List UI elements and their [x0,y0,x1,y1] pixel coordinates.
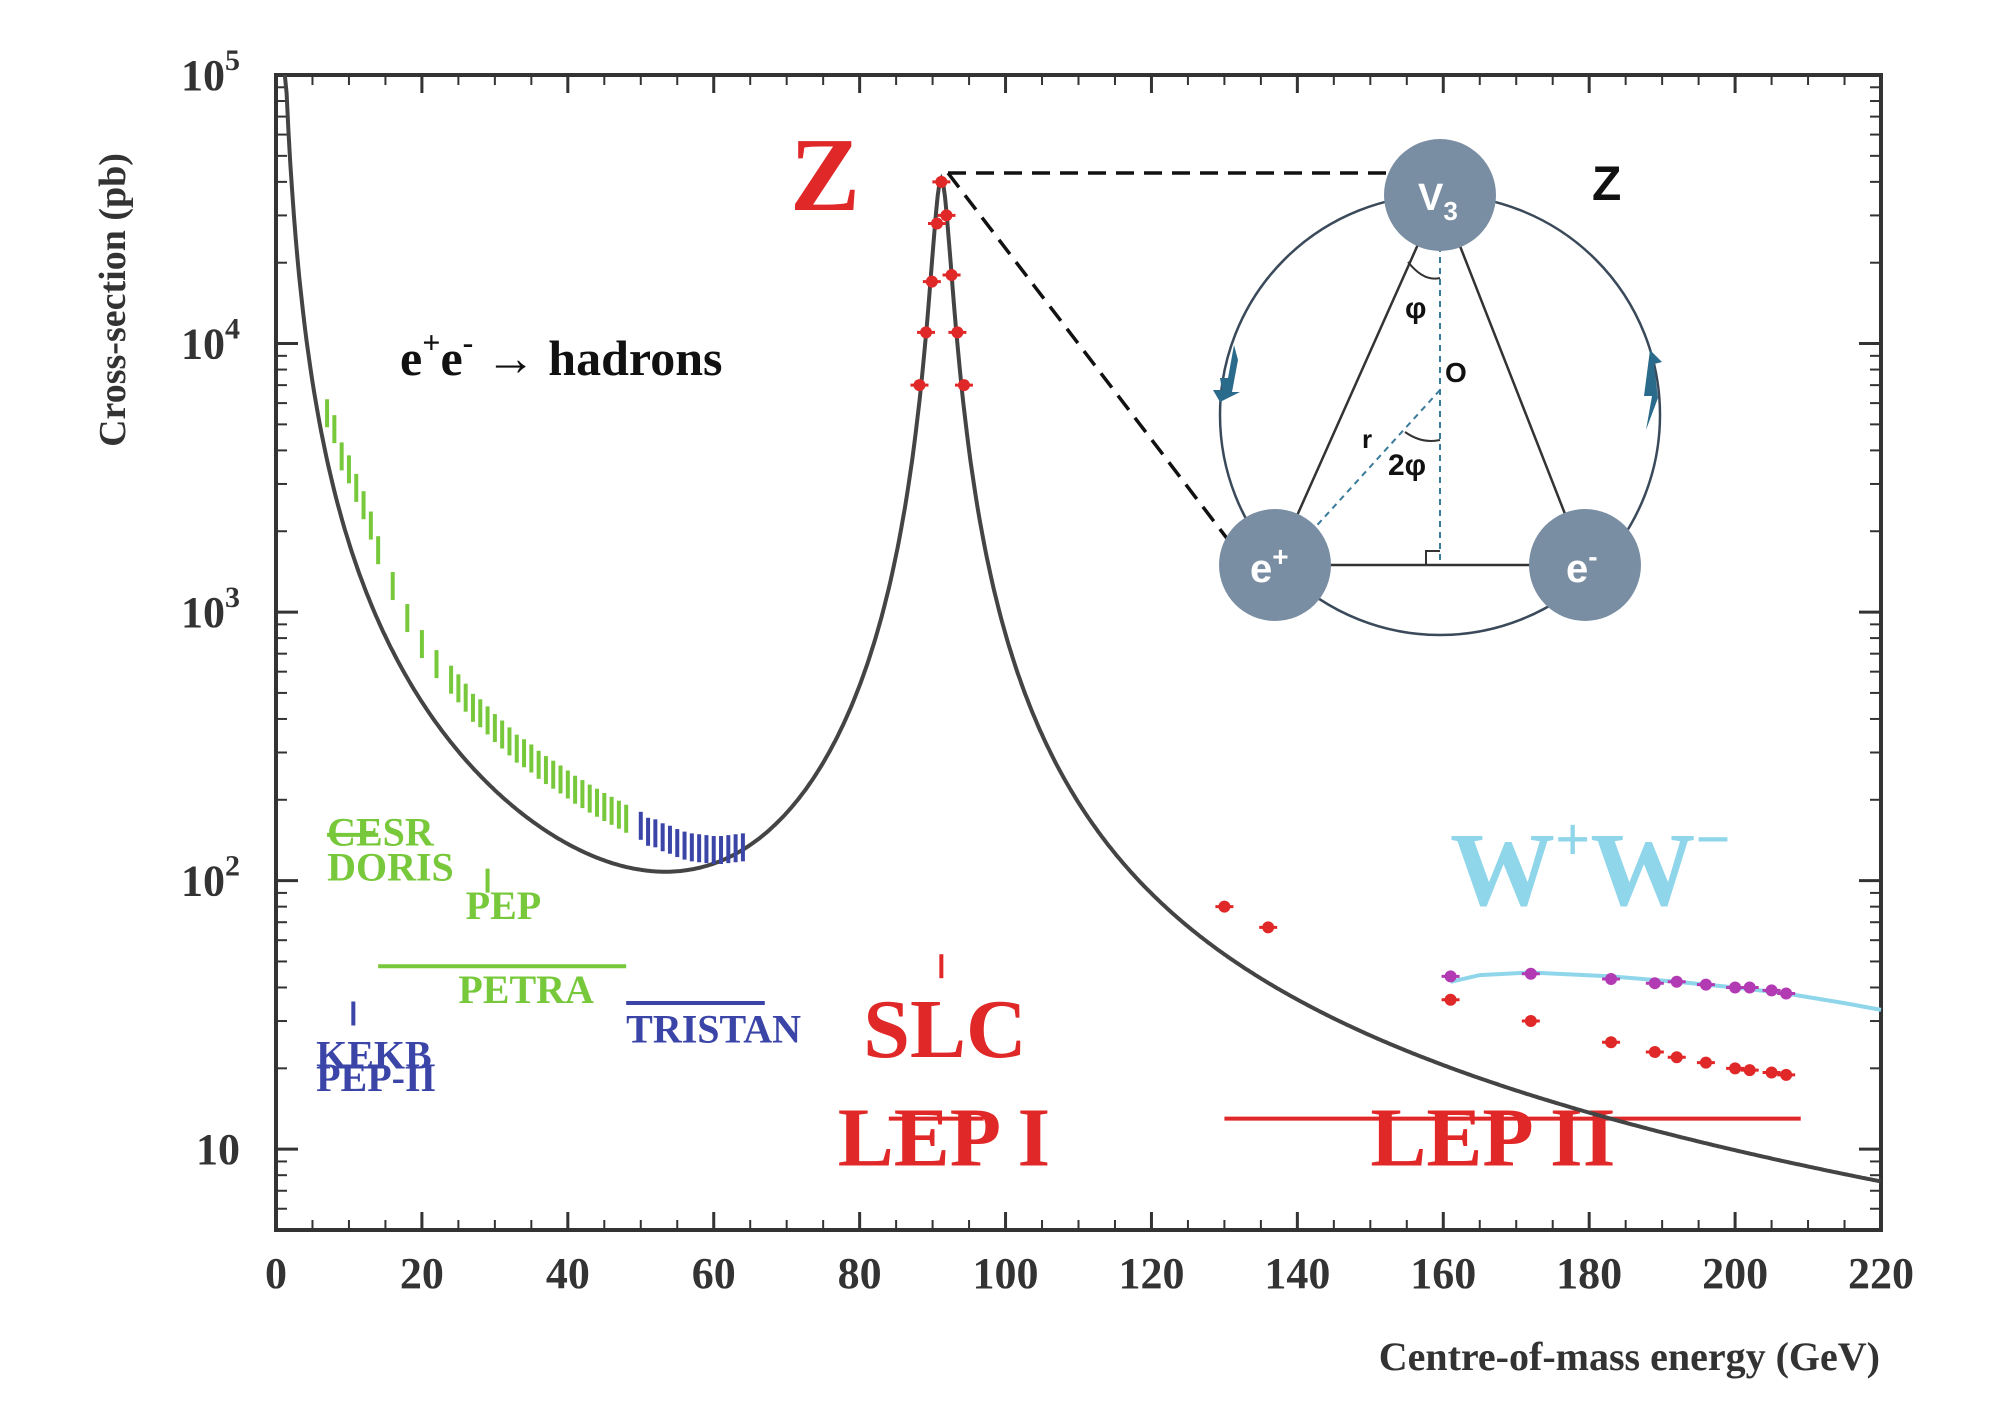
plot-frame [274,73,1883,1232]
x-tick-label: 140 [1264,1249,1330,1298]
right-arrow-icon [1644,350,1662,430]
x-tick-label: 120 [1118,1249,1184,1298]
y-axis-label: Cross-section (pb) [92,153,134,447]
x-tick-label: 20 [400,1249,444,1298]
top-sphere [1384,139,1496,251]
x-tick-label: 0 [265,1249,287,1298]
experiment-label: KEKB [316,1032,432,1077]
left-arrow-icon [1213,345,1240,402]
experiment-label: DORIS [327,845,454,890]
y-tick-label: 102 [181,850,240,906]
x-tick-label: 160 [1410,1249,1476,1298]
top-sphere-label: V3 [1418,177,1458,226]
radius-r-label: r [1362,424,1372,454]
y-tick-label: 103 [181,581,240,637]
radius-dashed [1289,389,1441,556]
x-axis-label: Centre-of-mass energy (GeV) [1379,1334,1880,1379]
y-tick-label: 105 [181,44,240,100]
angle-arc-phi [1407,261,1441,280]
experiment-label: PEP [466,883,542,928]
x-tick-label: 40 [546,1249,590,1298]
right-sphere-label: e- [1566,541,1598,591]
x-tick-label: 180 [1556,1249,1622,1298]
x-tick-label: 220 [1848,1249,1914,1298]
experiment-label: TRISTAN [626,1006,801,1051]
center-o-label: O [1445,357,1467,388]
ww-label: W+W− [1450,806,1731,928]
experiment-label: PEP-II [316,1055,436,1100]
y-tick-label: 10 [196,1125,240,1174]
right-sphere [1529,509,1641,621]
experiment-label: SLC [863,983,1026,1076]
z-peak-label: Z [790,116,860,233]
x-tick-label: 200 [1702,1249,1768,1298]
experiment-label: PETRA [458,967,594,1012]
dashed-connector-diagonal [946,171,1234,547]
angle-arc-2phi [1404,431,1441,442]
x-tick-label: 60 [692,1249,736,1298]
experiment-label: LEP I [838,1091,1050,1184]
right-angle-mark [1425,550,1440,565]
inset-z-label: Z [1592,158,1621,211]
reaction-label: e+e- → hadrons [400,324,722,386]
two-phi-label: 2φ [1388,449,1426,482]
left-sphere-label: e+ [1250,541,1289,591]
experiment-label: LEP II [1370,1091,1615,1184]
ww-curve [1450,970,1882,1012]
theory-curve [282,74,1882,1184]
phi-label: φ [1405,292,1426,325]
y-tick-label: 104 [181,313,240,369]
left-sphere [1219,509,1331,621]
triangle [1273,191,1587,567]
x-tick-label: 100 [973,1249,1039,1298]
x-tick-label: 80 [838,1249,882,1298]
inset-diagram: V3 e+ e- Z φ O r 2φ [946,139,1662,637]
experiment-label: CESR [327,810,435,855]
